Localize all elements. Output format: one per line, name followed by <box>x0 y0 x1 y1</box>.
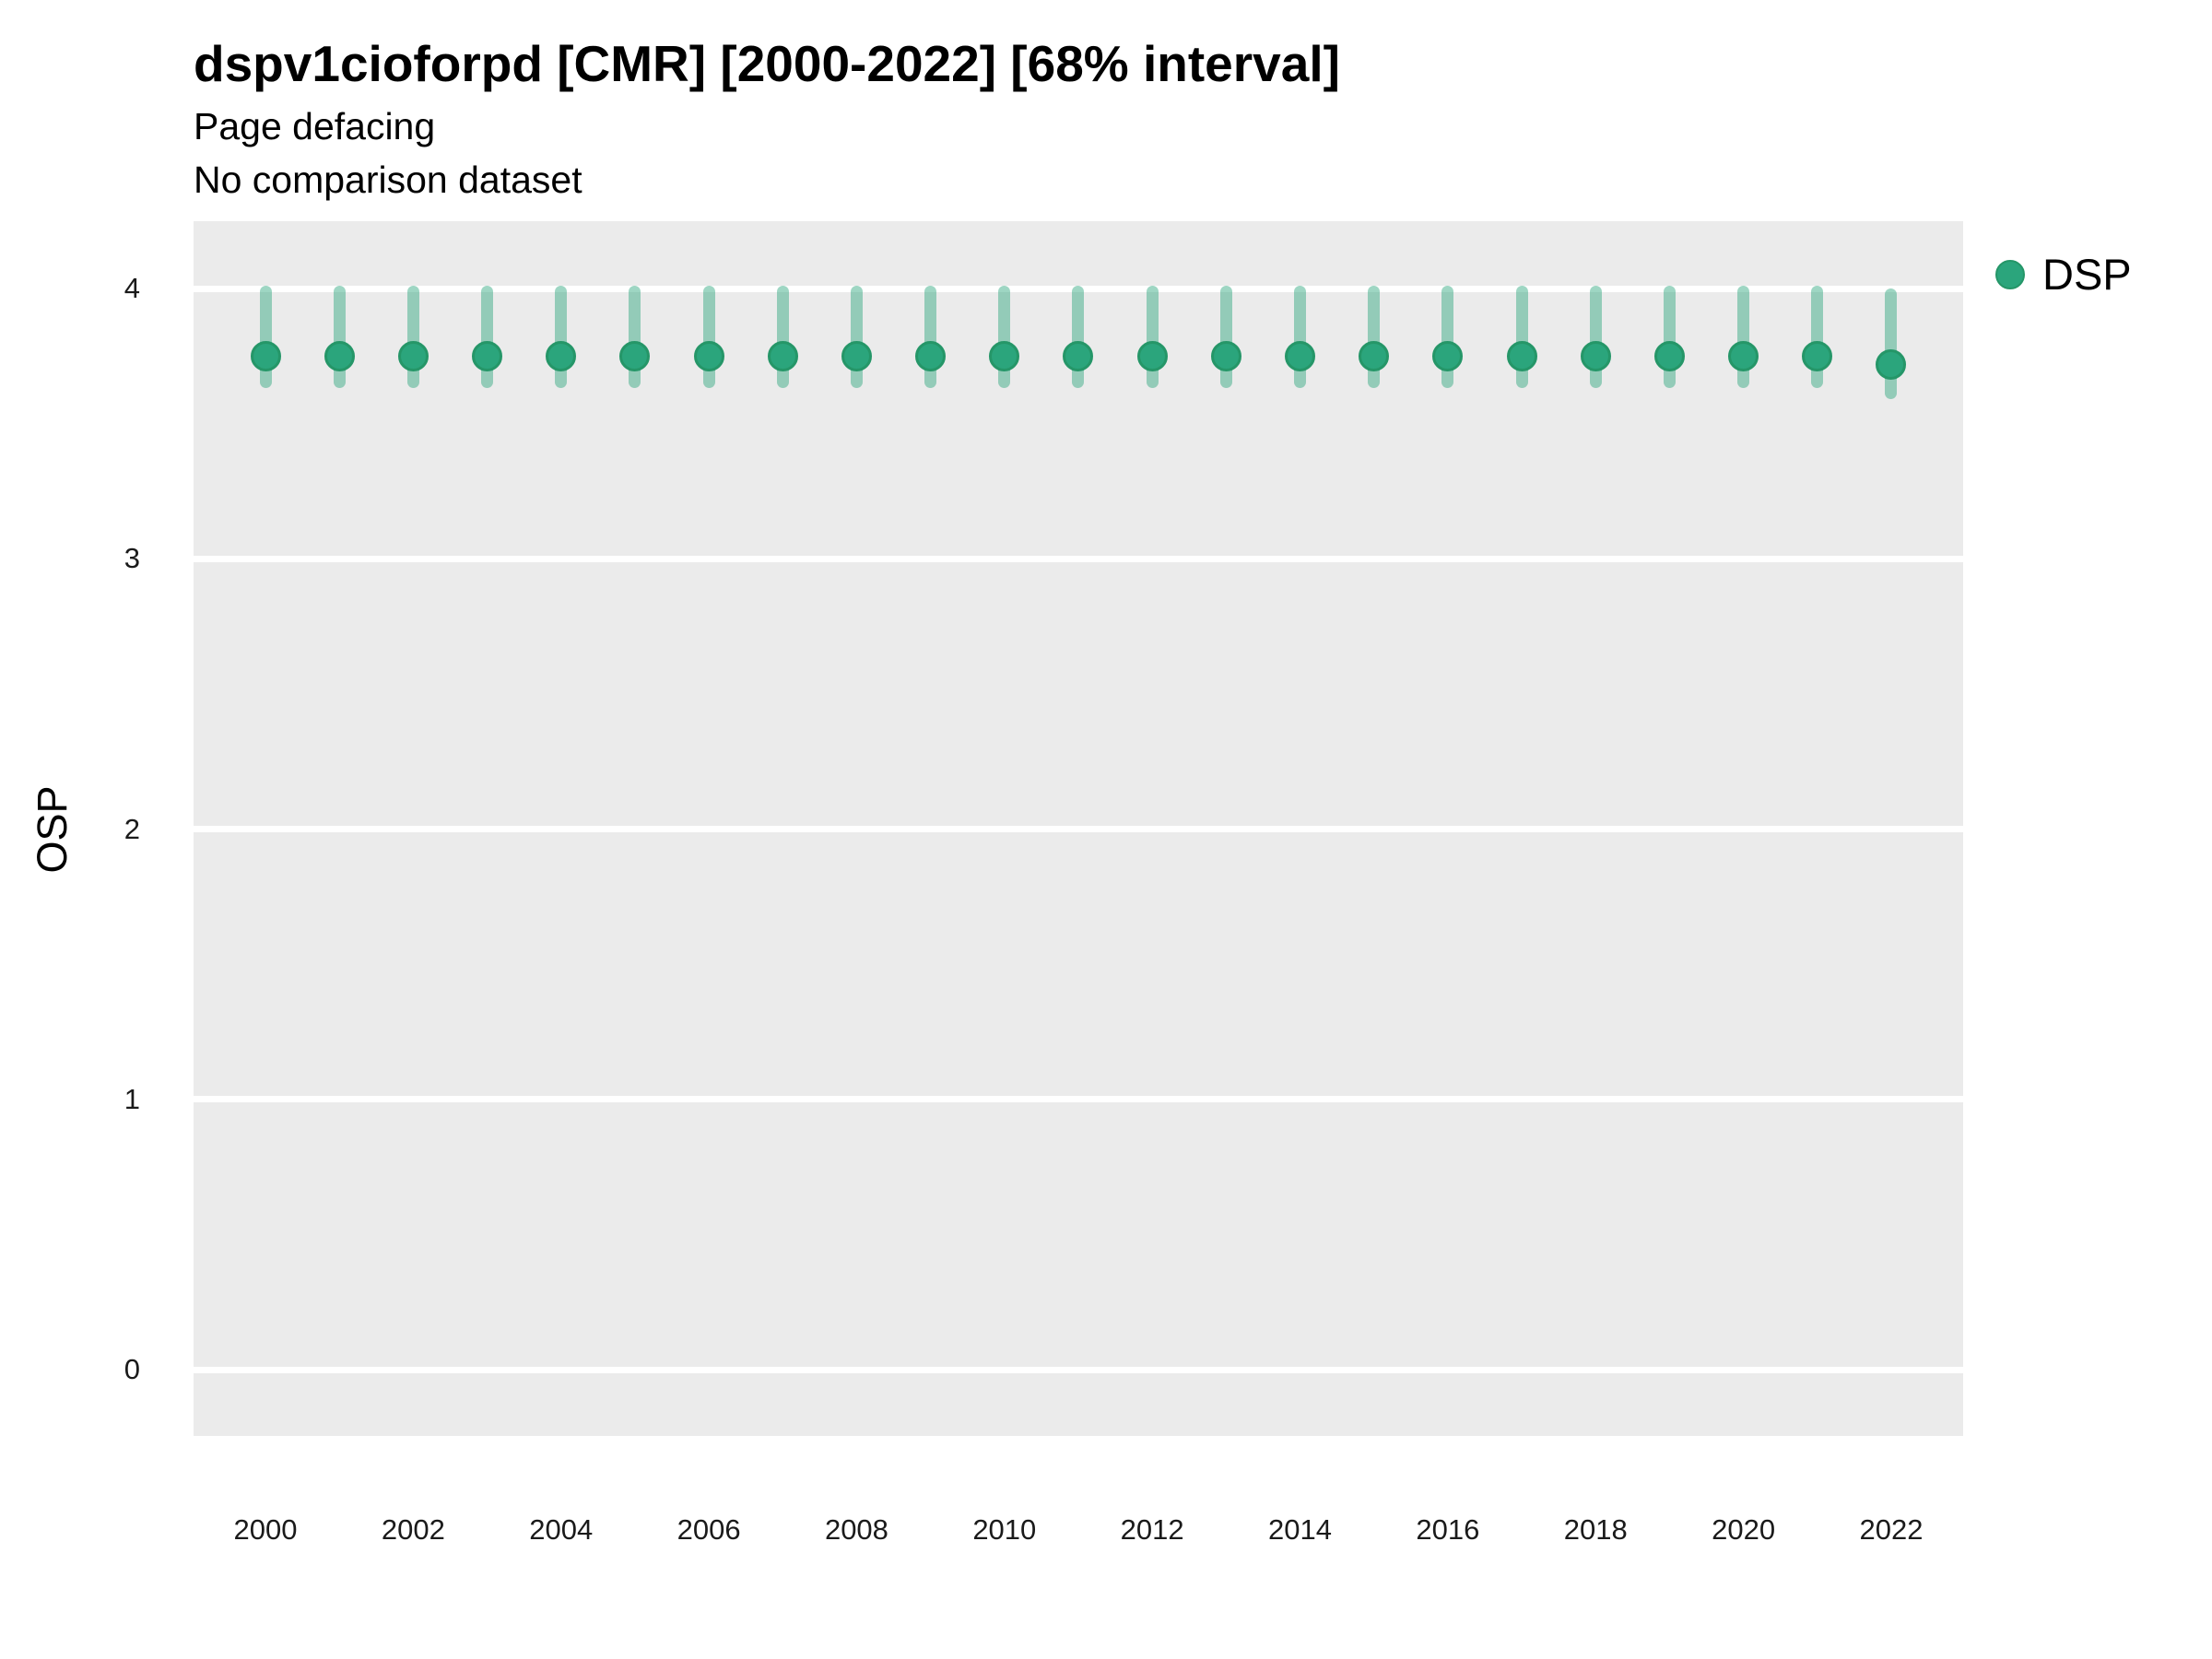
y-tick-label-3: 3 <box>124 542 140 575</box>
interval-bar-2018 <box>1589 286 1602 389</box>
x-tick-label-2002: 2002 <box>381 1513 445 1546</box>
gridline-y-2 <box>194 826 1963 832</box>
legend-label: DSP <box>2042 250 2132 299</box>
chart-note: No comparison dataset <box>194 159 582 201</box>
gridline-y-3 <box>194 555 1963 562</box>
interval-bar-2002 <box>406 286 419 389</box>
data-point-2013 <box>1210 340 1241 371</box>
interval-bar-2011 <box>1072 286 1085 389</box>
data-point-2005 <box>619 340 651 371</box>
x-tick-label-2010: 2010 <box>972 1513 1037 1546</box>
legend-circle-icon <box>1995 260 2025 289</box>
interval-bar-2007 <box>776 286 789 389</box>
y-tick-label-1: 1 <box>124 1082 140 1115</box>
x-tick-label-2012: 2012 <box>1120 1513 1184 1546</box>
x-tick-label-2006: 2006 <box>677 1513 741 1546</box>
data-point-2001 <box>324 340 355 371</box>
data-point-2007 <box>767 340 798 371</box>
data-point-2012 <box>1136 340 1168 371</box>
interval-bar-2019 <box>1663 286 1676 389</box>
data-point-2015 <box>1359 340 1390 371</box>
data-point-2009 <box>915 340 947 371</box>
y-tick-label-2: 2 <box>124 812 140 845</box>
gridline-y-1 <box>194 1096 1963 1103</box>
interval-bar-2015 <box>1368 286 1381 389</box>
interval-bar-2003 <box>481 286 494 389</box>
interval-bar-2000 <box>259 286 272 389</box>
x-tick-label-2014: 2014 <box>1268 1513 1332 1546</box>
interval-bar-2001 <box>333 286 346 389</box>
data-point-2021 <box>1802 340 1833 371</box>
interval-bar-2008 <box>850 286 863 389</box>
data-point-2011 <box>1063 340 1094 371</box>
data-point-2020 <box>1728 340 1759 371</box>
interval-bar-2006 <box>702 286 715 389</box>
data-point-2022 <box>1876 348 1907 380</box>
interval-bar-2009 <box>924 286 937 389</box>
x-tick-label-2022: 2022 <box>1859 1513 1924 1546</box>
x-tick-label-2004: 2004 <box>529 1513 594 1546</box>
interval-bar-2017 <box>1515 286 1528 389</box>
interval-bar-2004 <box>555 286 568 389</box>
interval-bar-2020 <box>1737 286 1750 389</box>
interval-bar-2005 <box>629 286 641 389</box>
x-tick-label-2018: 2018 <box>1563 1513 1628 1546</box>
x-tick-label-2020: 2020 <box>1712 1513 1776 1546</box>
interval-bar-2016 <box>1441 286 1454 389</box>
interval-bar-2022 <box>1885 288 1898 400</box>
data-point-2006 <box>693 340 724 371</box>
gridline-y-0 <box>194 1366 1963 1373</box>
chart-title: dspv1cioforpd [CMR] [2000-2022] [68% int… <box>194 35 1340 92</box>
x-tick-label-2016: 2016 <box>1416 1513 1480 1546</box>
x-tick-label-2000: 2000 <box>233 1513 298 1546</box>
interval-bar-2010 <box>998 286 1011 389</box>
y-tick-label-0: 0 <box>124 1353 140 1385</box>
chart-subtitle: Page defacing <box>194 105 436 147</box>
data-point-2017 <box>1506 340 1537 371</box>
data-point-2008 <box>841 340 872 371</box>
data-point-2016 <box>1432 340 1464 371</box>
data-point-2010 <box>989 340 1020 371</box>
x-tick-label-2008: 2008 <box>824 1513 888 1546</box>
interval-bar-2014 <box>1294 286 1307 389</box>
gridline-y-4 <box>194 285 1963 292</box>
interval-bar-2012 <box>1146 286 1159 389</box>
data-point-2003 <box>472 340 503 371</box>
plot-panel <box>194 221 1963 1436</box>
interval-bar-2013 <box>1219 286 1232 389</box>
data-point-2002 <box>397 340 429 371</box>
interval-bar-2021 <box>1811 286 1824 389</box>
data-point-2014 <box>1285 340 1316 371</box>
data-point-2019 <box>1653 340 1685 371</box>
data-point-2018 <box>1580 340 1611 371</box>
data-point-2000 <box>250 340 281 371</box>
data-point-2004 <box>546 340 577 371</box>
y-tick-label-4: 4 <box>124 272 140 304</box>
